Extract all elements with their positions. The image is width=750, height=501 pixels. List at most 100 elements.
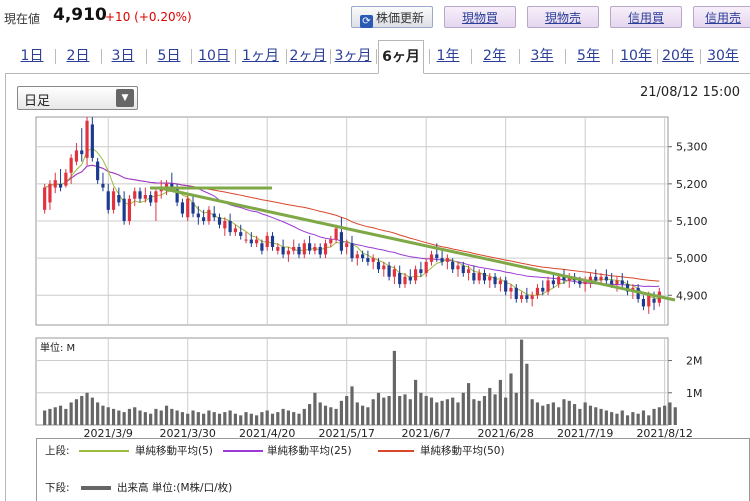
volume-bar (255, 415, 259, 425)
tab-3[interactable]: 3日 (111, 48, 135, 64)
tab-separator (146, 49, 147, 64)
x-tick-label: 2021/3/9 (84, 427, 133, 440)
volume-bar (371, 399, 375, 425)
period-select[interactable]: 日足 ▼ (17, 86, 138, 110)
volume-bar (551, 402, 555, 425)
volume-bar (652, 408, 656, 425)
volume-bar (127, 408, 132, 425)
volume-bar (435, 402, 439, 425)
volume-bar (557, 407, 561, 425)
volume-bar (498, 379, 502, 425)
candle-body (482, 273, 487, 281)
candle-body (477, 273, 481, 281)
tab-5[interactable]: 10日 (198, 48, 230, 64)
candle-body (334, 228, 338, 240)
volume-bar (361, 405, 365, 425)
candle-body (154, 191, 158, 203)
candle-body (270, 235, 275, 247)
tab-2[interactable]: 2日 (66, 48, 90, 64)
period-tabs: 1日 2日 3日 5日 10日 1ヶ月 2ヶ月 3ヶ月 6ヶ月 1年 2年 3年 5年 10年 20年 30年 (5, 40, 750, 74)
candle-body (74, 150, 79, 162)
legend-volume-swatch (81, 486, 111, 490)
candle-body (249, 239, 253, 244)
tab-7[interactable]: 2ヶ月 (289, 48, 327, 64)
margin-buy-button[interactable]: 信用買 (610, 6, 682, 28)
volume-bar (546, 404, 550, 425)
tab-separator (470, 49, 472, 64)
volume-bar (297, 413, 301, 425)
candle-body (90, 124, 94, 158)
volume-bar (509, 373, 513, 425)
volume-tick-label: 2M (686, 355, 703, 368)
volume-bar (631, 412, 635, 425)
x-tick-label: 2021/3/30 (160, 427, 216, 440)
tab-12[interactable]: 3年 (530, 48, 554, 64)
candle-body (101, 183, 105, 188)
tab-9[interactable]: 6ヶ月 (378, 40, 424, 74)
tab-15[interactable]: 20年 (662, 48, 694, 64)
volume-bar (318, 402, 322, 425)
candle-body (514, 287, 518, 299)
candle-body (43, 187, 47, 210)
legend-lower-row: 下段: 出来高 単位:(M株/口/枚) (45, 481, 445, 495)
volume-bar (567, 400, 571, 425)
volume-bar (488, 387, 492, 425)
candle-body (186, 198, 190, 218)
spot-sell-button[interactable]: 現物売 (527, 6, 599, 28)
volume-bar (647, 415, 651, 425)
tab-separator (428, 49, 430, 64)
tab-13[interactable]: 5年 (577, 48, 600, 64)
volume-bar (519, 339, 524, 425)
tab-10[interactable]: 1年 (436, 48, 460, 64)
volume-bar (541, 405, 545, 425)
tab-separator (55, 49, 56, 64)
volume-bar (445, 399, 449, 425)
candle-body (223, 221, 227, 229)
candle-body (588, 276, 593, 281)
x-tick-label: 2021/5/17 (318, 427, 374, 440)
candle-body (398, 273, 402, 285)
candle-body (286, 250, 290, 255)
tab-8[interactable]: 3ヶ月 (334, 48, 372, 64)
volume-bar (228, 410, 232, 425)
volume-bar (535, 402, 540, 425)
refresh-price-button[interactable]: ⟳ 株価更新 (351, 6, 433, 28)
volume-bar (477, 400, 481, 425)
volume-bar (164, 405, 169, 425)
x-tick-label: 2021/7/19 (557, 427, 613, 440)
tab-6[interactable]: 1ヶ月 (242, 48, 279, 64)
candle-body (48, 183, 52, 203)
volume-bar (239, 415, 243, 425)
margin-sell-button[interactable]: 信用売 (693, 6, 750, 28)
tab-separator (700, 49, 701, 64)
candle-body (80, 150, 84, 155)
volume-bar (482, 396, 487, 425)
volume-bar (583, 402, 587, 425)
chart-datetime: 21/08/12 15:00 (640, 85, 740, 100)
volume-bar (154, 408, 158, 425)
volume-bar (366, 407, 370, 425)
candle-body (122, 198, 126, 221)
price-tick-label: 5,200 (676, 178, 708, 191)
tab-16[interactable]: 30年 (707, 48, 739, 64)
spot-buy-button[interactable]: 現物買 (444, 6, 516, 28)
tab-11[interactable]: 2年 (483, 48, 506, 64)
candle-body (424, 261, 428, 273)
volume-bar (207, 410, 211, 425)
price-tick-label: 4,900 (676, 289, 708, 302)
volume-bar (270, 413, 275, 425)
candle-body (519, 295, 524, 299)
volume-bar (657, 407, 661, 425)
candle-body (546, 280, 550, 292)
volume-bar (663, 405, 667, 425)
tab-1[interactable]: 1日 (20, 48, 44, 64)
volume-bar (615, 413, 619, 425)
candle-body (117, 195, 121, 203)
candle-body (53, 180, 57, 188)
volume-bar (175, 410, 179, 425)
candle-body (228, 221, 232, 233)
tab-14[interactable]: 10年 (620, 48, 652, 64)
tab-4[interactable]: 5日 (157, 48, 181, 64)
candle-body (376, 261, 381, 270)
